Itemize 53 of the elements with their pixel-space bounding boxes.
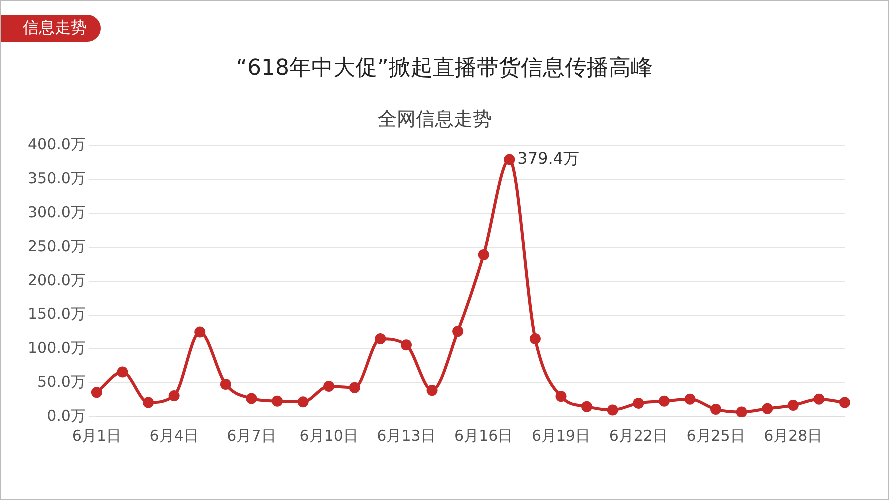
y-tick-label: 400.0万 bbox=[28, 136, 86, 154]
point bbox=[684, 394, 696, 405]
point bbox=[452, 326, 464, 338]
y-tick-label: 200.0万 bbox=[28, 271, 86, 290]
y-tick-label: 250.0万 bbox=[28, 237, 86, 256]
x-tick-label: 6月22日 bbox=[609, 426, 668, 445]
point bbox=[168, 390, 180, 402]
chart-subtitle: 全网信息走势 bbox=[378, 108, 492, 130]
point bbox=[272, 396, 284, 407]
point bbox=[426, 385, 438, 396]
x-tick-label: 6月13日 bbox=[377, 426, 436, 445]
point bbox=[840, 397, 850, 408]
point bbox=[582, 401, 593, 412]
point bbox=[556, 391, 567, 402]
point bbox=[400, 340, 412, 351]
data-label: 379.4万 bbox=[518, 148, 580, 168]
point bbox=[143, 397, 154, 408]
point bbox=[504, 154, 516, 166]
point bbox=[736, 406, 748, 417]
point bbox=[607, 404, 618, 416]
x-tick-label: 6月1日 bbox=[72, 426, 122, 445]
y-tick-label: 50.0万 bbox=[38, 372, 86, 391]
point bbox=[658, 396, 670, 407]
x-tick-label: 6月28日 bbox=[764, 426, 823, 445]
point bbox=[814, 394, 825, 405]
x-tick-label: 6月10日 bbox=[300, 426, 358, 445]
point bbox=[478, 249, 490, 260]
point bbox=[633, 398, 644, 409]
point bbox=[91, 387, 102, 398]
point bbox=[324, 380, 335, 392]
point bbox=[375, 334, 386, 345]
y-tick-label: 350.0万 bbox=[28, 170, 86, 188]
x-tick-label: 6月7日 bbox=[227, 426, 276, 445]
y-tick-label: 100.0万 bbox=[28, 339, 86, 358]
point bbox=[530, 334, 541, 345]
x-tick-label: 6月25日 bbox=[686, 426, 746, 445]
chart-title: “618年中大促”掀起直播带货信息传播高峰 bbox=[235, 55, 654, 83]
point bbox=[710, 404, 722, 416]
point bbox=[349, 382, 360, 394]
point bbox=[246, 393, 258, 404]
point bbox=[194, 326, 206, 338]
point bbox=[762, 403, 774, 414]
x-tick-label: 6月4日 bbox=[150, 426, 199, 445]
point bbox=[298, 396, 309, 408]
point bbox=[220, 378, 232, 390]
text: 信息走势 bbox=[1, 15, 101, 42]
y-tick-label: 0.0万 bbox=[47, 406, 86, 425]
y-tick-label: 300.0万 bbox=[28, 203, 86, 222]
x-tick-label: 6月16日 bbox=[454, 426, 514, 445]
point bbox=[117, 366, 128, 378]
y-tick-label: 150.0万 bbox=[28, 305, 86, 324]
x-tick-label: 6月19日 bbox=[532, 426, 591, 445]
point bbox=[788, 400, 799, 411]
